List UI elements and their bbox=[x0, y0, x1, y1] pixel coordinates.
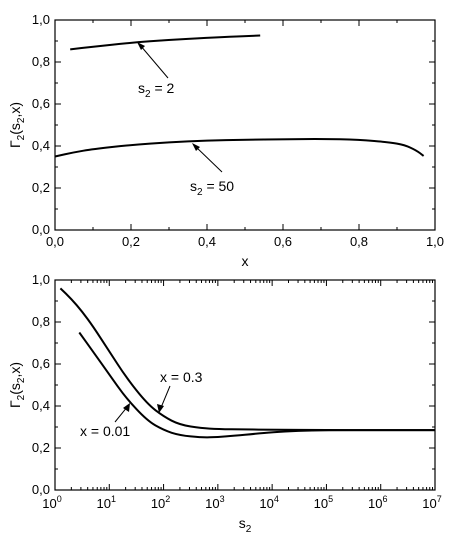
bottom-chart-series bbox=[59, 287, 435, 439]
top-chart-series-0 bbox=[70, 34, 261, 51]
annotation-s2-2: s2 = 2 bbox=[138, 80, 175, 100]
top-chart-y-tick-label: 0,0 bbox=[32, 222, 50, 237]
top-chart-x-tick-label: 1,0 bbox=[426, 234, 444, 249]
annotation-x-0-01: x = 0.01 bbox=[80, 423, 130, 439]
top-chart-y-tick-label: 1,0 bbox=[32, 12, 50, 27]
annotation-arrowhead-x-0-3 bbox=[157, 404, 164, 413]
bottom-chart-x-tick-label: 106 bbox=[368, 494, 387, 511]
bottom-chart-y-tick-label: 0,6 bbox=[32, 356, 50, 371]
bottom-chart-series-0 bbox=[59, 287, 435, 432]
bottom-chart-x-tick-label: 102 bbox=[151, 494, 170, 511]
bottom-chart-plot-area bbox=[54, 279, 436, 491]
annotation-arrowhead-x-0-01 bbox=[123, 403, 130, 412]
annotation-x-0-3: x = 0.3 bbox=[160, 369, 203, 385]
top-chart-y-axis-label: Γ2(s2,x) bbox=[7, 102, 27, 148]
bottom-chart-y-tick-label: 0,4 bbox=[32, 398, 50, 413]
top-chart-x-tick-label: 0,0 bbox=[46, 234, 64, 249]
top-chart-y-tick-label: 0,4 bbox=[32, 138, 50, 153]
top-chart-x-tick-label: 0,2 bbox=[122, 234, 140, 249]
bottom-chart: 100 101 102 103 104 105 106 107 0,0 0,2 0,4 0,6 0,8… bbox=[7, 272, 442, 535]
bottom-chart-series-1 bbox=[78, 331, 435, 439]
top-chart-x-tick-label: 0,6 bbox=[274, 234, 292, 249]
bottom-chart-x-axis-label: s2 bbox=[239, 515, 252, 535]
bottom-chart-x-tick-label: 100 bbox=[42, 494, 61, 511]
top-chart-x-tick-label: 0,4 bbox=[198, 234, 216, 249]
annotation-s2-50: s2 = 50 bbox=[190, 178, 234, 198]
top-chart-x-axis-label: x bbox=[242, 253, 249, 269]
bottom-chart-x-tick-label: 105 bbox=[314, 494, 333, 511]
top-chart-y-tick-label: 0,8 bbox=[32, 54, 50, 69]
top-chart-y-tick-label: 0,6 bbox=[32, 96, 50, 111]
top-chart-plot-area bbox=[54, 19, 436, 231]
top-chart: 0,0 0,2 0,4 0,6 0,8 1,0 0,00,20,40,60,81,0 x … bbox=[7, 12, 444, 269]
bottom-chart-x-tick-label: 104 bbox=[259, 494, 278, 511]
bottom-chart-x-tick-label: 107 bbox=[422, 494, 441, 511]
top-chart-series-1 bbox=[54, 138, 425, 158]
annotation-arrowhead-s2-50 bbox=[192, 143, 200, 151]
bottom-chart-y-axis-label: Γ2(s2,x) bbox=[7, 362, 27, 408]
top-chart-ticks bbox=[54, 19, 436, 231]
top-chart-series bbox=[54, 34, 425, 158]
top-chart-y-tick-labels: 0,0 0,2 0,4 0,6 0,8 1,0 bbox=[32, 12, 50, 237]
bottom-chart-y-tick-labels: 0,0 0,2 0,4 0,6 0,8 1,0 bbox=[32, 272, 50, 497]
bottom-chart-x-tick-label: 101 bbox=[97, 494, 116, 511]
top-chart-x-tick-labels: 0,0 0,2 0,4 0,6 0,8 1,0 bbox=[46, 234, 444, 249]
bottom-chart-y-tick-label: 0,2 bbox=[32, 440, 50, 455]
annotation-arrowhead-s2-2 bbox=[137, 42, 145, 50]
bottom-chart-y-tick-label: 1,0 bbox=[32, 272, 50, 287]
bottom-chart-y-tick-label: 0,0 bbox=[32, 482, 50, 497]
bottom-chart-ticks bbox=[54, 279, 436, 491]
bottom-chart-x-tick-labels: 100 101 102 103 104 105 106 107 bbox=[42, 494, 441, 511]
top-chart-x-tick-label: 0,8 bbox=[350, 234, 368, 249]
top-chart-y-tick-label: 0,2 bbox=[32, 180, 50, 195]
annotation-arrow-s2-2 bbox=[139, 44, 169, 79]
bottom-chart-y-tick-label: 0,8 bbox=[32, 314, 50, 329]
annotation-arrow-s2-50 bbox=[194, 145, 223, 173]
bottom-chart-x-tick-label: 103 bbox=[205, 494, 224, 511]
